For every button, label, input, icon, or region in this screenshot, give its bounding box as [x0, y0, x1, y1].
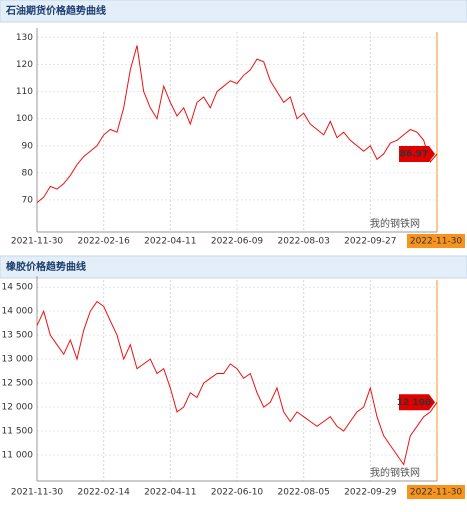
y-tick-label: 13 500: [2, 331, 34, 341]
x-tick-label: 2022-02-16: [78, 237, 131, 247]
x-tick-label: 2022-09-27: [344, 237, 396, 247]
y-tick-label: 110: [16, 87, 33, 97]
value-label: 86.97: [400, 149, 428, 159]
header-bar: [0, 255, 467, 279]
value-label-box: [399, 145, 435, 162]
y-tick-label: 14 000: [2, 307, 34, 317]
y-tick-label: 12 500: [2, 379, 34, 389]
x-tick-label: 2022-06-09: [211, 237, 264, 247]
value-label-box: [399, 394, 435, 411]
y-tick-label: 12 000: [2, 403, 34, 413]
y-tick-label: 130: [16, 33, 33, 43]
value-label: 12 100: [397, 398, 431, 408]
watermark: 我的钢铁网: [370, 217, 420, 230]
end-label-bg: [407, 485, 465, 499]
x-tick-label: 2022-11-30: [410, 488, 463, 498]
x-tick-label: 2022-04-11: [144, 488, 196, 498]
watermark: 我的钢铁网: [370, 466, 420, 479]
y-tick-label: 100: [16, 114, 33, 124]
x-tick-label: 2022-11-30: [410, 237, 463, 247]
chart-panel: 橡胶价格趋势曲线 11 000 11 500 12 000 12 500 13 000 13…: [0, 255, 467, 499]
x-tick-label: 2022-08-03: [278, 237, 330, 247]
chart-panel: 石油期货价格趋势曲线 70 80 90 100 110 120 130 2021-11-30 20…: [0, 0, 467, 248]
x-tick-label: 2021-11-30: [11, 237, 64, 247]
x-tick-label: 2022-02-14: [78, 488, 131, 498]
y-tick-label: 14 500: [2, 283, 34, 293]
y-tick-label: 13 000: [2, 355, 34, 365]
price-line: [36, 45, 438, 203]
price-line: [36, 300, 438, 466]
x-tick-label: 2022-09-29: [344, 488, 397, 498]
chart-title: 橡胶价格趋势曲线: [6, 260, 86, 273]
y-tick-label: 120: [16, 60, 33, 70]
x-tick-label: 2022-04-11: [144, 237, 196, 247]
chart-title: 石油期货价格趋势曲线: [5, 4, 106, 17]
y-tick-label: 70: [22, 195, 34, 205]
y-tick-label: 80: [22, 168, 34, 178]
end-label-bg: [407, 234, 465, 248]
y-tick-label: 11 500: [2, 427, 34, 437]
header-bar: [0, 0, 467, 23]
x-tick-label: 2022-06-10: [211, 488, 264, 498]
y-tick-label: 90: [22, 141, 34, 151]
x-tick-label: 2021-11-30: [11, 488, 64, 498]
x-tick-label: 2022-08-05: [278, 488, 330, 498]
y-tick-label: 11 000: [2, 451, 34, 461]
